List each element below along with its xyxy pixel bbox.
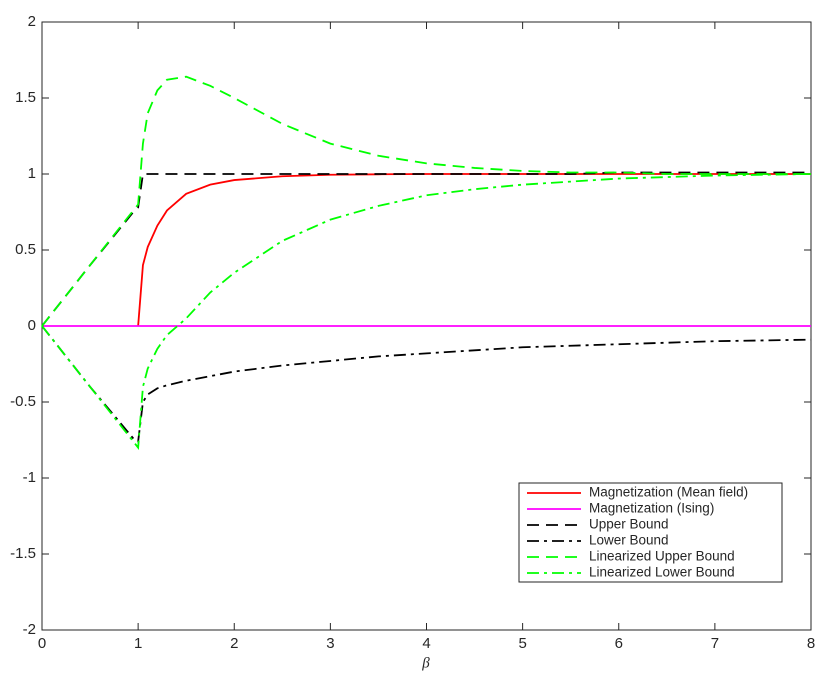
y-tick-label: 0.5 [15, 241, 36, 258]
series-line [137, 173, 811, 327]
x-tick-label: 5 [518, 635, 526, 652]
legend-label: Linearized Lower Bound [589, 565, 735, 580]
series-line [41, 75, 811, 327]
y-tick-label: -1 [23, 469, 36, 486]
legend-box [518, 482, 783, 583]
x-tick-label: 0 [38, 635, 46, 652]
y-tick-label: 0 [28, 317, 36, 334]
legend-label: Lower Bound [589, 533, 669, 548]
series-line [41, 171, 811, 327]
y-tick-label: -1.5 [10, 545, 36, 562]
legend-label: Upper Bound [589, 517, 669, 532]
series-line [41, 325, 812, 444]
y-tick-label: -2 [23, 621, 36, 638]
x-tick-label: 2 [230, 635, 238, 652]
y-tick-label: -0.5 [10, 393, 36, 410]
x-tick-label: 8 [807, 635, 815, 652]
x-tick-label: 3 [326, 635, 334, 652]
y-tick-label: 1.5 [15, 89, 36, 106]
y-tick-label: 1 [28, 165, 36, 182]
y-tick-label: 2 [28, 13, 36, 30]
legend-label: Magnetization (Ising) [589, 501, 714, 516]
x-tick-label: 4 [422, 635, 430, 652]
series-line [41, 173, 812, 450]
x-tick-label: 1 [134, 635, 142, 652]
x-tick-label: 6 [615, 635, 623, 652]
x-axis-label: β [421, 655, 430, 671]
legend-label: Magnetization (Mean field) [589, 485, 748, 500]
x-tick-label: 7 [711, 635, 719, 652]
legend-label: Linearized Upper Bound [589, 549, 735, 564]
legend: Magnetization (Mean field)Magnetization … [518, 482, 783, 583]
